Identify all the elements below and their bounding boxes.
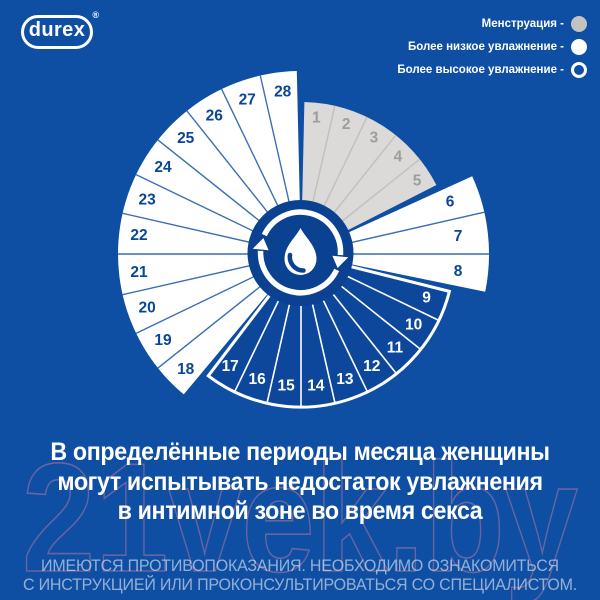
menstruation-swatch-icon	[571, 15, 587, 32]
legend-label-menstruation: Менструация -	[481, 17, 564, 30]
day-6-label: 6	[446, 193, 455, 210]
day-17-label: 17	[222, 358, 239, 375]
day-16-label: 16	[248, 371, 266, 388]
day-28-label: 28	[274, 84, 292, 101]
legend-label-lower-hydration: Более низкое увлажнение -	[407, 40, 564, 53]
main-message: В определённые периоды месяца женщины мо…	[21, 438, 579, 527]
day-19-label: 19	[154, 332, 172, 349]
cycle-arrow-top	[261, 209, 344, 256]
cycle-arrow-bottom	[257, 250, 340, 296]
hydration-cycle-icon	[247, 200, 354, 306]
water-drop-shine	[287, 252, 306, 273]
cycle-arrow-top-head-icon	[332, 255, 349, 268]
day-15-label: 15	[277, 378, 295, 395]
legend-label-higher-hydration: Более высокое увлажнение -	[397, 63, 564, 76]
day-10-label: 10	[405, 316, 422, 333]
legend: Менструация - Более низкое увлажнение - …	[397, 15, 587, 78]
disclaimer-line-1: ИМЕЮТСЯ ПРОТИВОПОКАЗАНИЯ. НЕОБХОДИМО ОЗН…	[41, 557, 559, 575]
lower-hydration-swatch-icon	[571, 38, 587, 55]
day-27-label: 27	[239, 92, 256, 109]
higher-hydration-swatch-icon	[571, 61, 587, 78]
day-11-label: 11	[387, 340, 404, 357]
message-line-1: В определённые периоды месяца женщины	[50, 438, 550, 466]
day-9-label: 9	[422, 289, 431, 306]
higher-hydration-outline	[206, 256, 452, 409]
durex-logo-text: durex	[28, 19, 86, 41]
legend-item-menstruation: Менструация -	[482, 15, 587, 32]
disclaimer: ИМЕЮТСЯ ПРОТИВОПОКАЗАНИЯ. НЕОБХОДИМО ОЗН…	[9, 557, 591, 595]
day-8-label: 8	[454, 263, 463, 280]
day-4-label: 4	[394, 149, 403, 166]
day-1-label: 1	[312, 109, 321, 126]
day-3-label: 3	[370, 130, 379, 147]
message-line-2: могут испытывать недостаток увлажнения	[57, 467, 543, 496]
day-2-label: 2	[342, 116, 351, 133]
day-21-label: 21	[130, 264, 148, 281]
day-13-label: 13	[336, 371, 354, 388]
day-12-label: 12	[363, 358, 380, 375]
legend-item-lower-hydration: Более низкое увлажнение -	[408, 38, 587, 55]
day-20-label: 20	[138, 299, 155, 316]
day-5-label: 5	[413, 173, 422, 190]
day-23-label: 23	[138, 192, 156, 209]
day-25-label: 25	[177, 130, 195, 147]
durex-logo: durex ®	[21, 10, 99, 49]
day-22-label: 22	[130, 227, 147, 244]
message-line-3: в интимной зоне во время секса	[117, 497, 483, 525]
cycle-group-higher-hydration	[208, 254, 450, 408]
day-18-label: 18	[177, 361, 195, 378]
day-26-label: 26	[206, 108, 224, 125]
cycle-arrow-bottom-head-icon	[252, 238, 269, 251]
day-24-label: 24	[154, 159, 172, 176]
registered-trademark-symbol: ®	[92, 10, 99, 20]
day-14-label: 14	[307, 378, 325, 395]
legend-item-higher-hydration: Более высокое увлажнение -	[397, 61, 587, 78]
disclaimer-line-2: С ИНСТРУКЦИЕЙ ИЛИ ПРОКОНСУЛЬТИРОВАТЬСЯ С…	[22, 576, 578, 594]
day-7-label: 7	[454, 228, 463, 245]
